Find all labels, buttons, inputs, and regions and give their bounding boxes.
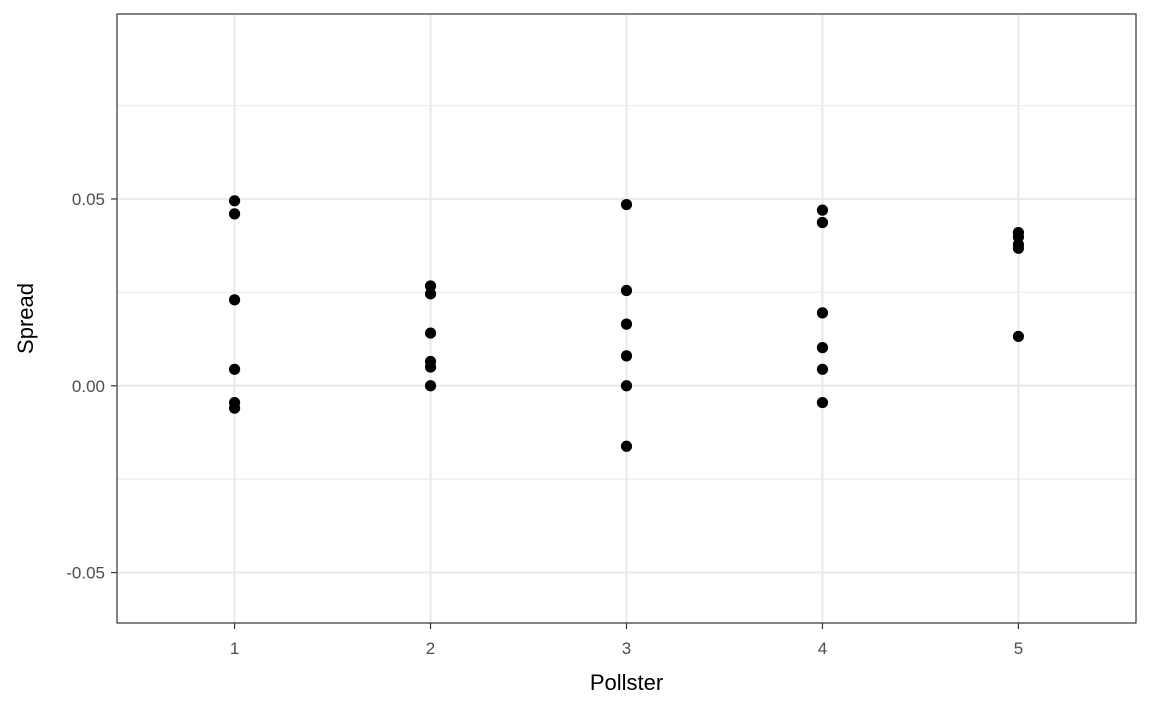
data-point [620,198,633,211]
x-tick-label: 5 [1014,639,1023,658]
y-tick-label: 0.00 [72,377,105,396]
data-point [424,280,437,292]
y-axis-title: Spread [13,283,38,354]
data-point [424,361,437,373]
x-tick-label: 2 [426,639,435,658]
data-point [620,440,633,452]
tick-labels: -0.05 0.00 0.05 1 2 3 4 5 [66,190,1023,658]
data-point [816,396,829,409]
data-point [816,216,829,229]
data-point [424,327,437,339]
data-point [1012,330,1025,343]
y-tick-label: 0.05 [72,190,105,209]
x-axis-title: Pollster [590,670,663,695]
data-point [228,363,241,375]
data-points [228,195,1025,452]
data-point [424,380,437,392]
data-point [228,294,241,306]
data-point [816,363,829,375]
data-point [228,208,241,220]
data-point [424,288,437,300]
axis-ticks [111,198,1020,629]
x-tick-label: 3 [622,639,631,658]
data-point [1012,242,1025,254]
data-point [816,342,829,354]
x-tick-label: 1 [230,639,239,658]
data-point [816,307,829,319]
data-point [620,284,633,297]
data-point [816,204,829,216]
y-tick-label: -0.05 [66,564,105,583]
data-point [620,380,633,392]
data-point [620,318,633,330]
x-tick-label: 4 [818,639,827,658]
data-point [620,350,633,362]
data-point [228,195,241,207]
data-point [228,402,241,414]
grid-lines [117,14,1136,623]
